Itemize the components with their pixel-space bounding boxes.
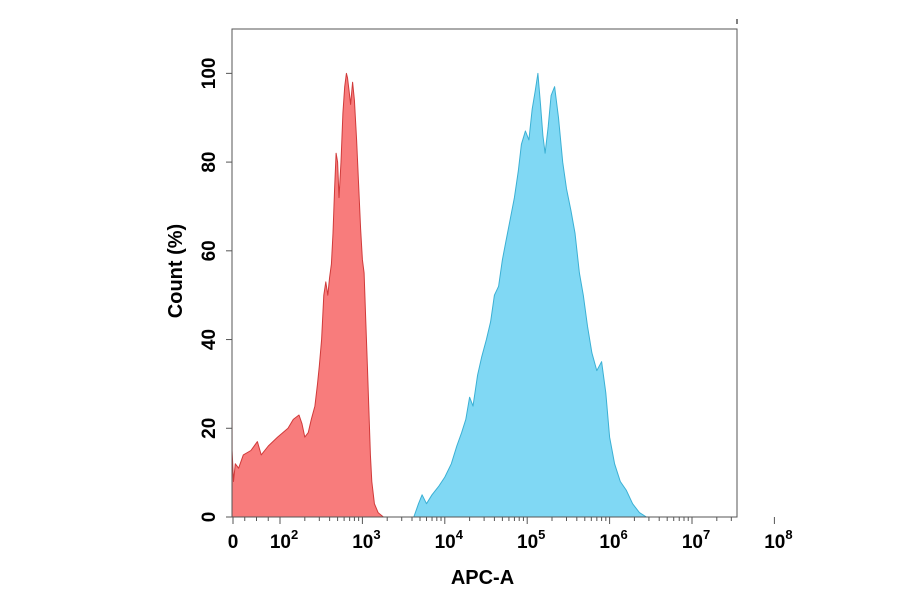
- histogram-series-2: [413, 72, 647, 518]
- histogram-series-1: [231, 72, 384, 518]
- y-tick-label: 40: [199, 329, 220, 350]
- y-axis-title: Count (%): [165, 224, 187, 318]
- y-tick-label: 100: [199, 58, 220, 90]
- series-layer: [231, 72, 647, 518]
- x-tick-label: 104: [435, 527, 464, 553]
- x-tick-label: 102: [270, 527, 298, 553]
- x-tick-label: 0: [228, 532, 239, 553]
- y-axis-ticks: 0 20 40 60 80 100: [199, 58, 232, 523]
- x-tick-label: 103: [352, 527, 380, 553]
- y-tick-label: 60: [199, 240, 220, 261]
- x-axis-ticks: 0 102 103 104 105 106 107 108: [228, 517, 793, 553]
- x-tick-label: 108: [764, 527, 792, 553]
- y-tick-label: 80: [199, 152, 220, 173]
- y-tick-label: 20: [199, 418, 220, 439]
- x-tick-label: 105: [517, 527, 545, 553]
- x-axis-title: APC-A: [451, 567, 514, 589]
- y-tick-label: 0: [199, 512, 220, 523]
- x-tick-label: 107: [682, 527, 710, 553]
- x-tick-label: 106: [599, 527, 627, 553]
